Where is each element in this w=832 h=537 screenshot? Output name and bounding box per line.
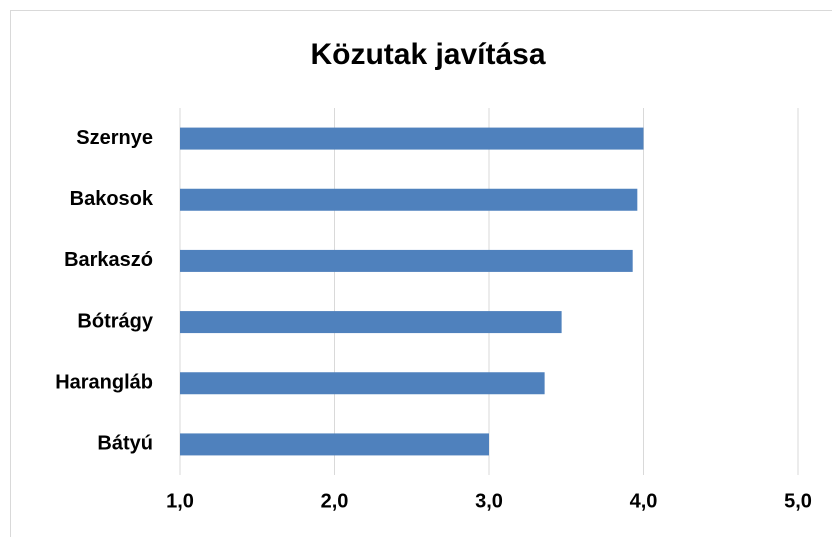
chart-title: Közutak javítása	[310, 38, 545, 71]
y-tick-label: Bátyú	[97, 433, 153, 455]
x-tick-label: 3,0	[475, 490, 503, 512]
bar	[180, 127, 644, 150]
x-tick-label: 5,0	[784, 490, 812, 512]
y-tick-label: Bakosok	[70, 188, 154, 210]
bar	[180, 372, 545, 395]
x-tick-label: 2,0	[321, 490, 349, 512]
x-tick-label: 4,0	[630, 490, 658, 512]
bar	[180, 433, 489, 456]
y-tick-label: Bótrágy	[77, 310, 153, 332]
y-tick-label: Szernye	[76, 127, 153, 149]
y-tick-label: Barkaszó	[64, 249, 153, 271]
bar	[180, 311, 562, 334]
y-tick-label: Harangláb	[55, 372, 153, 394]
chart-border	[10, 10, 832, 537]
bar	[180, 249, 633, 272]
bar	[180, 188, 638, 211]
x-tick-label: 1,0	[166, 490, 194, 512]
